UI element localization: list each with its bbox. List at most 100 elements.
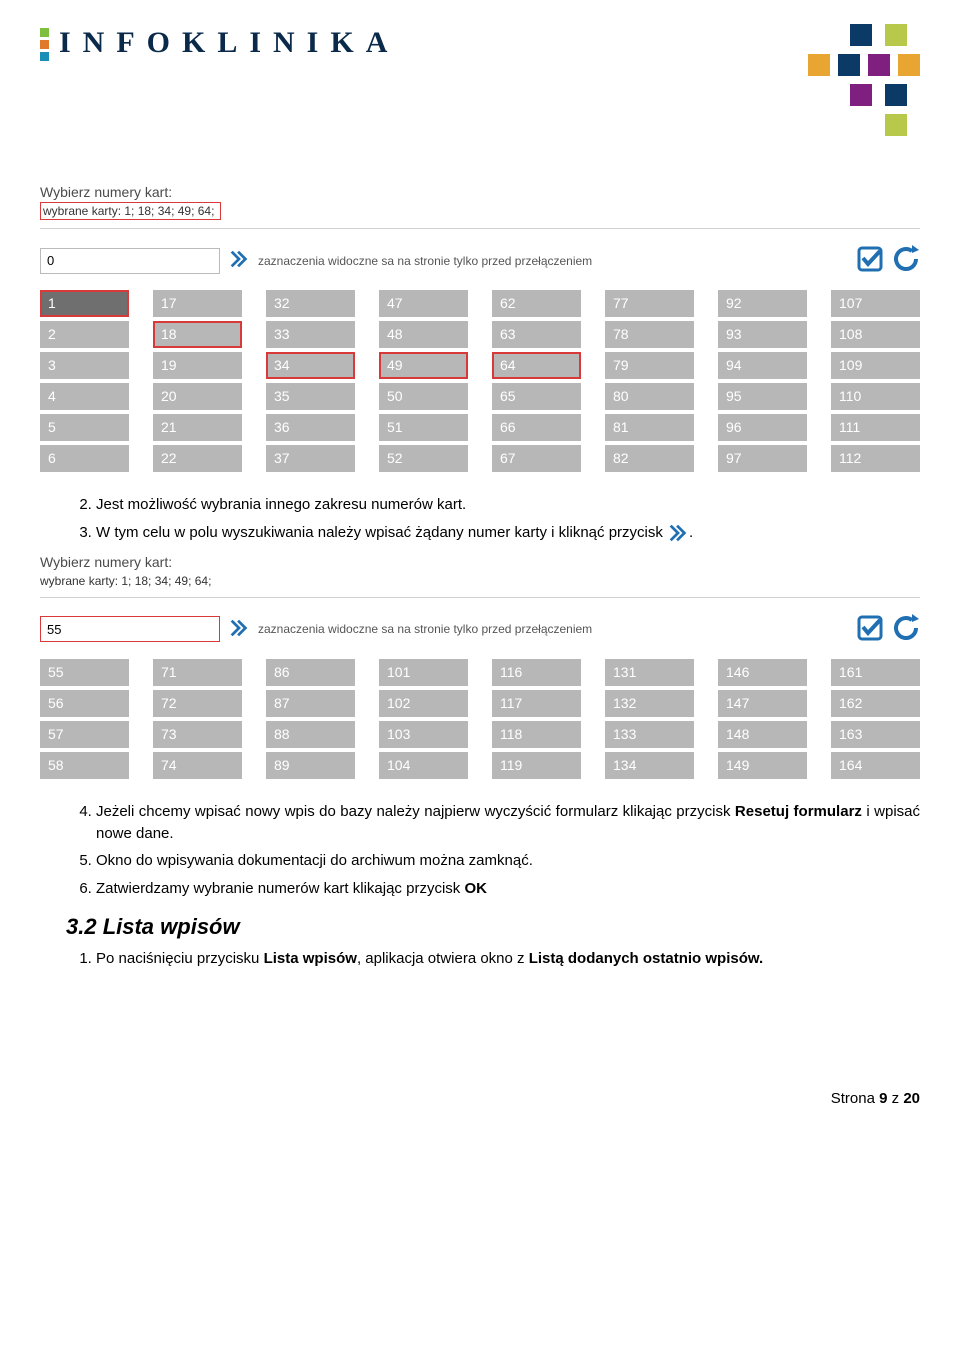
card-cell[interactable]: 110 <box>831 383 920 410</box>
card-cell[interactable]: 104 <box>379 752 468 779</box>
card-cell[interactable]: 149 <box>718 752 807 779</box>
card-cell[interactable]: 108 <box>831 321 920 348</box>
card-cell[interactable]: 19 <box>153 352 242 379</box>
card-cell[interactable]: 36 <box>266 414 355 441</box>
card-cell[interactable]: 20 <box>153 383 242 410</box>
picker-label: Wybierz numery kart: <box>40 554 920 570</box>
card-cell[interactable]: 4 <box>40 383 129 410</box>
card-cell[interactable]: 18 <box>153 321 242 348</box>
card-cell[interactable]: 64 <box>492 352 581 379</box>
card-cell[interactable]: 94 <box>718 352 807 379</box>
card-cell[interactable]: 117 <box>492 690 581 717</box>
card-cell[interactable]: 116 <box>492 659 581 686</box>
card-cell[interactable]: 107 <box>831 290 920 317</box>
card-cell[interactable]: 65 <box>492 383 581 410</box>
card-cell[interactable]: 34 <box>266 352 355 379</box>
logo-wordmark: INFOKLINIKA <box>59 26 399 60</box>
card-cell[interactable]: 66 <box>492 414 581 441</box>
card-cell[interactable]: 97 <box>718 445 807 472</box>
card-cell[interactable]: 72 <box>153 690 242 717</box>
card-cell[interactable]: 62 <box>492 290 581 317</box>
card-cell[interactable]: 101 <box>379 659 468 686</box>
card-cell[interactable]: 58 <box>40 752 129 779</box>
logo-square <box>850 24 872 46</box>
search-input[interactable] <box>40 616 220 642</box>
card-cell[interactable]: 132 <box>605 690 694 717</box>
card-cell[interactable]: 102 <box>379 690 468 717</box>
card-cell[interactable]: 71 <box>153 659 242 686</box>
card-cell[interactable]: 81 <box>605 414 694 441</box>
card-cell[interactable]: 63 <box>492 321 581 348</box>
card-cell[interactable]: 50 <box>379 383 468 410</box>
logo-square <box>838 54 860 76</box>
card-cell[interactable]: 134 <box>605 752 694 779</box>
card-cell[interactable]: 3 <box>40 352 129 379</box>
page-footer: Strona 9 z 20 <box>40 1090 920 1107</box>
card-cell[interactable]: 162 <box>831 690 920 717</box>
logo-mark <box>40 52 49 61</box>
card-cell[interactable]: 146 <box>718 659 807 686</box>
card-cell[interactable]: 95 <box>718 383 807 410</box>
card-cell[interactable]: 161 <box>831 659 920 686</box>
footer-total: 20 <box>903 1090 920 1107</box>
logo-mosaic <box>790 24 920 134</box>
confirm-icon[interactable] <box>856 245 884 276</box>
card-cell[interactable]: 74 <box>153 752 242 779</box>
card-cell[interactable]: 35 <box>266 383 355 410</box>
card-cell[interactable]: 17 <box>153 290 242 317</box>
card-cell[interactable]: 32 <box>266 290 355 317</box>
card-cell[interactable]: 21 <box>153 414 242 441</box>
card-cell[interactable]: 93 <box>718 321 807 348</box>
card-cell[interactable]: 86 <box>266 659 355 686</box>
card-cell[interactable]: 47 <box>379 290 468 317</box>
card-cell[interactable]: 78 <box>605 321 694 348</box>
card-cell[interactable]: 133 <box>605 721 694 748</box>
reset-icon[interactable] <box>892 614 920 645</box>
card-cell[interactable]: 148 <box>718 721 807 748</box>
card-cell[interactable]: 49 <box>379 352 468 379</box>
card-cell[interactable]: 33 <box>266 321 355 348</box>
selected-cards-summary: wybrane karty: 1; 18; 34; 49; 64; <box>40 573 217 589</box>
card-cell[interactable]: 6 <box>40 445 129 472</box>
card-cell[interactable]: 109 <box>831 352 920 379</box>
card-cell[interactable]: 111 <box>831 414 920 441</box>
go-icon[interactable] <box>228 617 250 642</box>
card-cell[interactable]: 79 <box>605 352 694 379</box>
card-cell[interactable]: 55 <box>40 659 129 686</box>
card-cell[interactable]: 22 <box>153 445 242 472</box>
card-cell[interactable]: 163 <box>831 721 920 748</box>
go-icon[interactable] <box>228 248 250 273</box>
card-cell[interactable]: 131 <box>605 659 694 686</box>
card-cell[interactable]: 48 <box>379 321 468 348</box>
confirm-icon[interactable] <box>856 614 884 645</box>
card-cell[interactable]: 118 <box>492 721 581 748</box>
card-cell[interactable]: 52 <box>379 445 468 472</box>
card-cell[interactable]: 89 <box>266 752 355 779</box>
card-cell[interactable]: 67 <box>492 445 581 472</box>
card-cell[interactable]: 56 <box>40 690 129 717</box>
card-cell[interactable]: 164 <box>831 752 920 779</box>
card-cell[interactable]: 51 <box>379 414 468 441</box>
card-cell[interactable]: 37 <box>266 445 355 472</box>
search-hint: zaznaczenia widoczne sa na stronie tylko… <box>258 622 592 636</box>
divider <box>40 228 920 229</box>
card-cell[interactable]: 80 <box>605 383 694 410</box>
card-cell[interactable]: 96 <box>718 414 807 441</box>
card-cell[interactable]: 82 <box>605 445 694 472</box>
card-cell[interactable]: 1 <box>40 290 129 317</box>
card-cell[interactable]: 5 <box>40 414 129 441</box>
card-cell[interactable]: 2 <box>40 321 129 348</box>
card-cell[interactable]: 147 <box>718 690 807 717</box>
card-cell[interactable]: 119 <box>492 752 581 779</box>
card-cell[interactable]: 92 <box>718 290 807 317</box>
card-cell[interactable]: 57 <box>40 721 129 748</box>
card-cell[interactable]: 73 <box>153 721 242 748</box>
card-cell[interactable]: 112 <box>831 445 920 472</box>
card-cell[interactable]: 88 <box>266 721 355 748</box>
card-cell[interactable]: 103 <box>379 721 468 748</box>
list-item: W tym celu w polu wyszukiwania należy wp… <box>96 522 920 544</box>
reset-icon[interactable] <box>892 245 920 276</box>
card-cell[interactable]: 77 <box>605 290 694 317</box>
card-cell[interactable]: 87 <box>266 690 355 717</box>
search-input[interactable] <box>40 248 220 274</box>
